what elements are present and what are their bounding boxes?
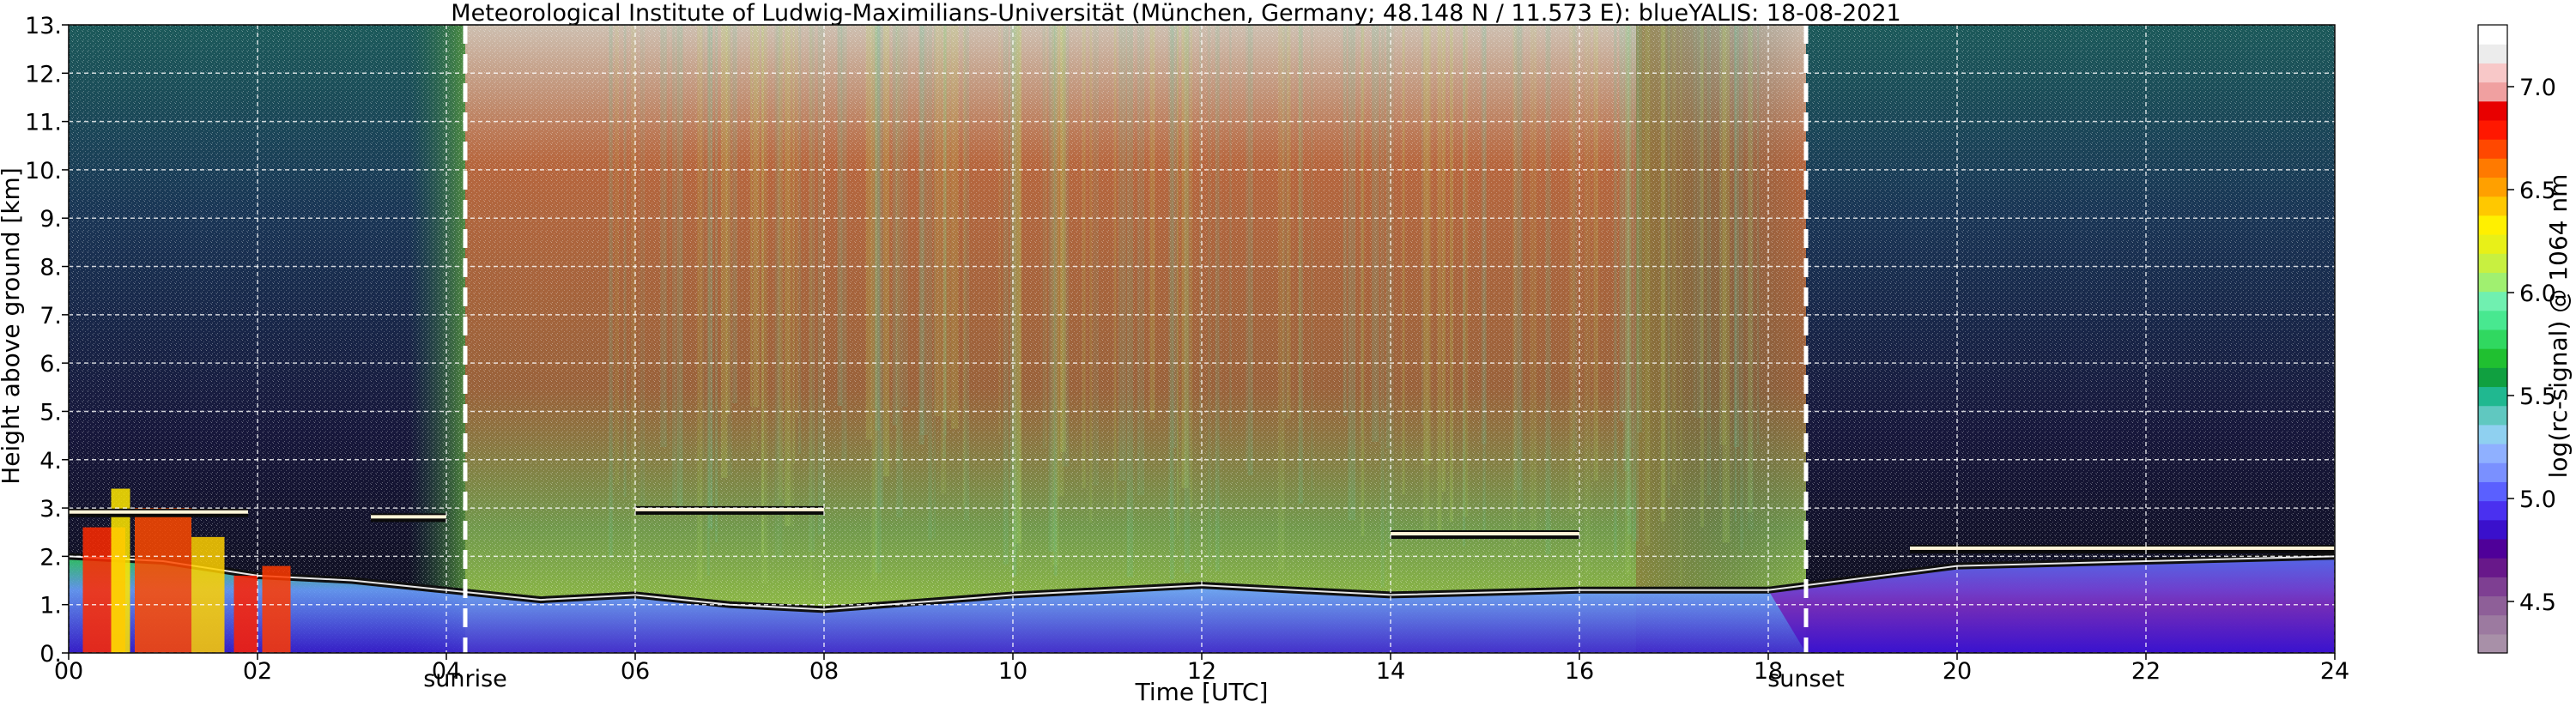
colorbar-segment: [2478, 196, 2507, 216]
colorbar-segment: [2478, 424, 2507, 444]
colorbar-segment: [2478, 329, 2507, 349]
x-tick-label: 00: [54, 658, 83, 685]
colorbar-tick-label: 4.5: [2519, 589, 2556, 616]
elevated-layer-core: [69, 510, 248, 514]
colorbar-segment: [2478, 595, 2507, 616]
colorbar-segment: [2478, 405, 2507, 426]
y-tick-label: 4.: [39, 448, 62, 474]
chart-title: Meteorological Institute of Ludwig-Maxim…: [451, 0, 1900, 27]
y-tick-label: 5.: [39, 399, 62, 426]
colorbar-segment: [2478, 253, 2507, 273]
colorbar-segment: [2478, 234, 2507, 254]
colorbar-tick-label: 7.0: [2519, 75, 2556, 101]
y-tick-label: 2.: [39, 544, 62, 571]
colorbar-segment: [2478, 519, 2507, 540]
y-axis: 0. 1. 2. 3. 4. 5. 6. 7. 8. 9. 10. 11. 12. 13.: [25, 13, 69, 668]
aerosol-plume: [191, 536, 225, 653]
x-tick-label: 16: [1565, 658, 1594, 685]
y-tick-label: 10.: [25, 158, 62, 184]
y-tick-label: 3.: [39, 496, 62, 523]
aerosol-plume: [135, 508, 191, 653]
colorbar-segment: [2478, 63, 2507, 83]
x-axis-label: Time [UTC]: [1135, 678, 1269, 706]
colorbar-segment: [2478, 386, 2507, 407]
colorbar-segment: [2478, 367, 2507, 388]
colorbar-segment: [2478, 272, 2507, 293]
elevated-layer-core: [635, 507, 824, 511]
x-tick-label: 10: [998, 658, 1027, 685]
colorbar-segment: [2478, 310, 2507, 330]
colorbar-tick-label: 6.5: [2519, 178, 2556, 204]
colorbar: 4.5 5.0 5.5 6.0 6.5 7.0: [2477, 24, 2556, 654]
boundary-layer-top-highlight: [69, 555, 2335, 611]
x-axis: 00 02 04 06 08 10 12 14 16 18 20 22 24: [54, 653, 2349, 685]
y-tick-label: 6.: [39, 351, 62, 378]
sun-marker-label: sunrise: [423, 666, 507, 692]
colorbar-segment: [2478, 139, 2507, 159]
y-tick-label: 9.: [39, 206, 62, 233]
colorbar-segment: [2478, 614, 2507, 635]
y-axis-label: Height above ground [km]: [0, 167, 25, 485]
y-tick-label: 7.: [39, 303, 62, 329]
colorbar-segment: [2478, 291, 2507, 311]
night-boundary-layer: [1768, 556, 2335, 653]
aerosol-plume: [233, 575, 258, 653]
colorbar-segment: [2478, 177, 2507, 197]
colorbar-segment: [2478, 215, 2507, 235]
colorbar-segment: [2478, 82, 2507, 102]
colorbar-segment: [2478, 158, 2507, 178]
y-tick-label: 1.: [39, 593, 62, 619]
elevated-layer-core: [1910, 546, 2335, 550]
x-tick-label: 22: [2131, 658, 2161, 685]
colorbar-frame: [2477, 24, 2508, 654]
x-tick-label: 18: [1754, 658, 1783, 685]
colorbar-segment: [2478, 444, 2507, 463]
x-tick-label: 04: [432, 658, 461, 685]
colorbar-tick-label: 5.0: [2519, 486, 2556, 513]
aerosol-plume: [111, 488, 130, 653]
x-tick-label: 08: [809, 658, 839, 685]
colorbar-segment: [2478, 500, 2507, 521]
colorbar-segment: [2478, 348, 2507, 368]
aerosol-plume: [262, 565, 291, 653]
y-tick-label: 13.: [25, 13, 62, 39]
colorbar-segment: [2478, 462, 2507, 482]
colorbar-segment: [2478, 481, 2507, 502]
colorbar-tick-label: 6.0: [2519, 281, 2556, 307]
x-tick-label: 06: [621, 658, 650, 685]
elevated-layer-core: [1391, 532, 1579, 536]
colorbar-segment: [2478, 577, 2507, 597]
y-tick-label: 12.: [25, 61, 62, 88]
colorbar-segment: [2478, 119, 2507, 140]
x-tick-label: 02: [243, 658, 272, 685]
y-tick-label: 8.: [39, 255, 62, 281]
colorbar-tick-label: 5.5: [2519, 384, 2556, 410]
colorbar-label: log(rc-signal) @ 1064 nm: [2544, 174, 2573, 479]
x-tick-label: 24: [2320, 658, 2349, 685]
colorbar-segment: [2478, 44, 2507, 63]
x-tick-label: 20: [1943, 658, 1972, 685]
x-tick-label: 14: [1376, 658, 1405, 685]
colorbar-segment: [2478, 25, 2507, 45]
y-tick-label: 0.: [39, 641, 62, 668]
colorbar-segment: [2478, 538, 2507, 559]
colorbar-segment: [2478, 558, 2507, 577]
colorbar-segment: [2478, 100, 2507, 121]
elevated-layer-core: [371, 515, 446, 519]
x-tick-label: 12: [1187, 658, 1216, 685]
y-tick-label: 11.: [25, 110, 62, 136]
sun-marker-label: sunset: [1767, 666, 1845, 692]
colorbar-segment: [2478, 633, 2507, 654]
